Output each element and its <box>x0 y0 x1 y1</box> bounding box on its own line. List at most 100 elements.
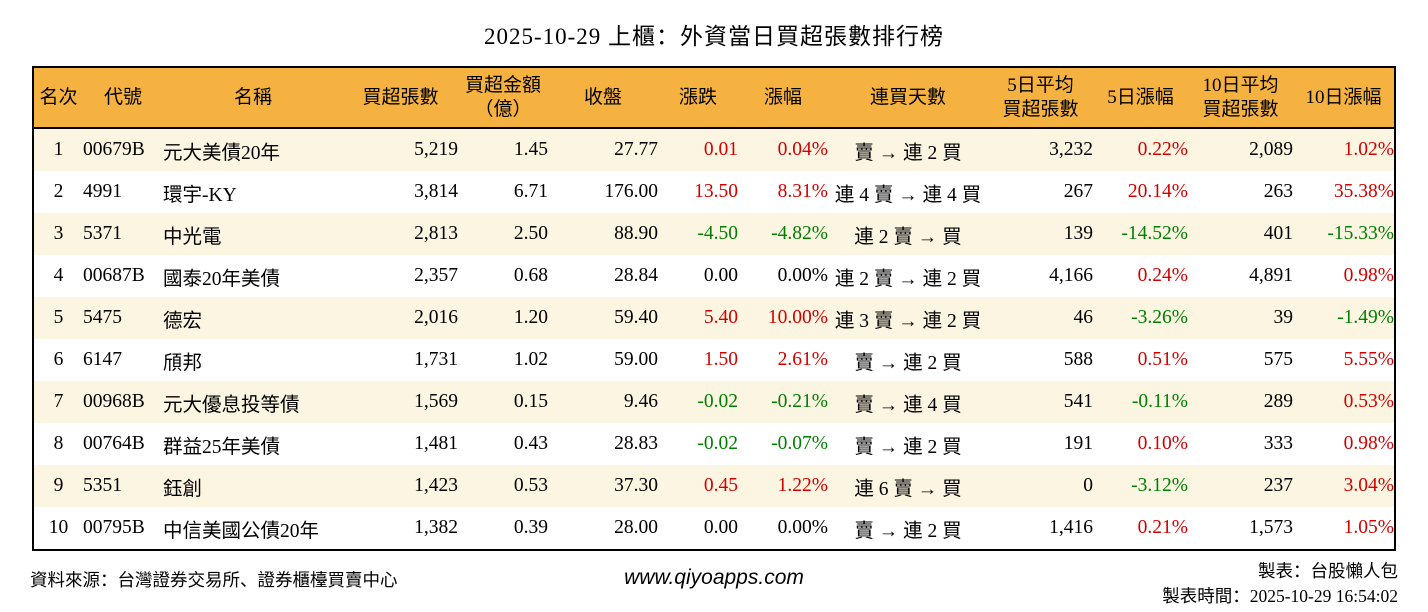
cell-rank: 8 <box>53 433 64 454</box>
cell-close: 28.00 <box>614 517 658 538</box>
cell-change_pct: 0.04% <box>777 139 828 160</box>
column-header-streak: 連買天數 <box>828 67 988 129</box>
cell-pct5: -3.26% <box>1131 307 1188 328</box>
table-body: 1 00679B 元大美債20年 5,219 1.45 27.77 0.01 0.04% 賣 →… <box>33 128 1395 550</box>
column-header-close: 收盤 <box>548 67 658 129</box>
website-url: www.qiyoapps.com <box>624 566 804 589</box>
cell-rank: 3 <box>53 223 64 244</box>
table-row: 6 6147 頎邦 1,731 1.02 59.00 1.50 2.61% 賣 → 連 2 買 5… <box>33 339 1395 381</box>
cell-amount: 0.39 <box>513 517 548 538</box>
cell-change_pct: 1.22% <box>777 475 828 496</box>
cell-streak: 賣 → 連 2 買 <box>854 352 962 374</box>
cell-avg10: 289 <box>1263 391 1293 412</box>
cell-change: 0.00 <box>703 517 738 538</box>
footer: 資料來源：台灣證券交易所、證券櫃檯買賣中心 www.qiyoapps.com 製… <box>30 559 1398 610</box>
cell-net_buy: 5,219 <box>414 139 458 160</box>
cell-change_pct: 2.61% <box>777 349 828 370</box>
cell-pct10: 0.98% <box>1343 433 1394 454</box>
cell-close: 59.40 <box>614 307 658 328</box>
cell-close: 176.00 <box>604 181 658 202</box>
table-row: 10 00795B 中信美國公債20年 1,382 0.39 28.00 0.00 0.00%… <box>33 507 1395 550</box>
column-header-name: 名稱 <box>163 67 343 129</box>
cell-close: 88.90 <box>614 223 658 244</box>
cell-change_pct: -4.82% <box>771 223 828 244</box>
cell-net_buy: 1,731 <box>414 349 458 370</box>
table-row: 8 00764B 群益25年美債 1,481 0.43 28.83 -0.02 -0.07% 賣… <box>33 423 1395 465</box>
cell-change: 13.50 <box>694 181 738 202</box>
cell-net_buy: 2,016 <box>414 307 458 328</box>
cell-avg10: 575 <box>1263 349 1293 370</box>
cell-pct10: 1.02% <box>1343 139 1394 160</box>
column-header-net_buy: 買超張數 <box>343 67 458 129</box>
cell-avg5: 139 <box>1063 223 1093 244</box>
column-header-change_pct: 漲幅 <box>738 67 828 129</box>
cell-pct5: -3.12% <box>1131 475 1188 496</box>
cell-rank: 5 <box>53 307 64 328</box>
cell-close: 28.83 <box>614 433 658 454</box>
cell-close: 28.84 <box>614 265 658 286</box>
cell-streak: 賣 → 連 4 買 <box>854 394 962 416</box>
cell-name: 國泰20年美債 <box>163 268 281 290</box>
cell-name: 鈺創 <box>163 478 203 500</box>
cell-streak: 連 2 賣 → 買 <box>854 226 962 248</box>
cell-avg10: 237 <box>1263 475 1293 496</box>
column-header-amount: 買超金額 （億） <box>458 67 548 129</box>
cell-net_buy: 1,481 <box>414 433 458 454</box>
column-header-avg5: 5日平均 買超張數 <box>988 67 1093 129</box>
cell-rank: 1 <box>53 139 64 160</box>
cell-net_buy: 1,423 <box>414 475 458 496</box>
table-row: 9 5351 鈺創 1,423 0.53 37.30 0.45 1.22% 連 6 賣 → 買 0… <box>33 465 1395 507</box>
cell-streak: 連 6 賣 → 買 <box>854 478 962 500</box>
cell-name: 中信美國公債20年 <box>163 520 320 542</box>
cell-avg10: 333 <box>1263 433 1293 454</box>
cell-code: 6147 <box>83 349 122 370</box>
cell-change: 1.50 <box>703 349 738 370</box>
cell-rank: 2 <box>53 181 64 202</box>
table-row: 4 00687B 國泰20年美債 2,357 0.68 28.84 0.00 0.00% 連 2… <box>33 255 1395 297</box>
cell-change: 0.01 <box>703 139 738 160</box>
cell-pct5: 0.10% <box>1137 433 1188 454</box>
cell-change_pct: 8.31% <box>777 181 828 202</box>
cell-close: 27.77 <box>614 139 658 160</box>
cell-amount: 6.71 <box>513 181 548 202</box>
cell-amount: 1.45 <box>513 139 548 160</box>
cell-avg10: 39 <box>1273 307 1294 328</box>
cell-avg10: 2,089 <box>1249 139 1293 160</box>
ranking-table: 名次 代號 名稱 買超張數 買超金額 （億） 收盤 漲跌 漲幅 連買天數 5日平均 買超張數 5日漲… <box>32 66 1396 551</box>
cell-pct10: 0.98% <box>1343 265 1394 286</box>
cell-pct5: 0.24% <box>1137 265 1188 286</box>
cell-avg5: 3,232 <box>1049 139 1093 160</box>
cell-code: 5351 <box>83 475 122 496</box>
cell-avg10: 1,573 <box>1249 517 1293 538</box>
table-header-row: 名次 代號 名稱 買超張數 買超金額 （億） 收盤 漲跌 漲幅 連買天數 5日平均 買超張數 5日漲… <box>33 67 1395 129</box>
table-row: 2 4991 環宇-KY 3,814 6.71 176.00 13.50 8.31% 連 4 賣… <box>33 171 1395 213</box>
cell-avg10: 263 <box>1263 181 1293 202</box>
column-header-change: 漲跌 <box>658 67 738 129</box>
cell-name: 中光電 <box>163 226 222 248</box>
cell-pct10: 3.04% <box>1343 475 1394 496</box>
cell-pct5: -0.11% <box>1131 391 1188 412</box>
report-timestamp: 製表時間：2025-10-29 16:54:02 <box>1162 586 1398 607</box>
cell-code: 00795B <box>83 517 145 538</box>
cell-amount: 0.15 <box>513 391 548 412</box>
table-row: 3 5371 中光電 2,813 2.50 88.90 -4.50 -4.82% 連 2 賣 →… <box>33 213 1395 255</box>
cell-code: 00968B <box>83 391 145 412</box>
column-header-rank: 名次 <box>33 67 83 129</box>
cell-avg5: 588 <box>1063 349 1093 370</box>
cell-avg5: 1,416 <box>1049 517 1093 538</box>
cell-net_buy: 1,382 <box>414 517 458 538</box>
cell-code: 5475 <box>83 307 122 328</box>
cell-change: -0.02 <box>697 433 738 454</box>
data-source-note: 資料來源：台灣證券交易所、證券櫃檯買賣中心 <box>30 570 398 590</box>
cell-pct10: 35.38% <box>1333 181 1394 202</box>
cell-avg5: 267 <box>1063 181 1093 202</box>
table-row: 5 5475 德宏 2,016 1.20 59.40 5.40 10.00% 連 3 賣 → 連… <box>33 297 1395 339</box>
cell-streak: 賣 → 連 2 買 <box>854 142 962 164</box>
cell-change: -0.02 <box>697 391 738 412</box>
cell-change_pct: 10.00% <box>767 307 828 328</box>
cell-change: 5.40 <box>703 307 738 328</box>
cell-rank: 7 <box>53 391 64 412</box>
cell-avg10: 401 <box>1263 223 1293 244</box>
cell-amount: 0.43 <box>513 433 548 454</box>
